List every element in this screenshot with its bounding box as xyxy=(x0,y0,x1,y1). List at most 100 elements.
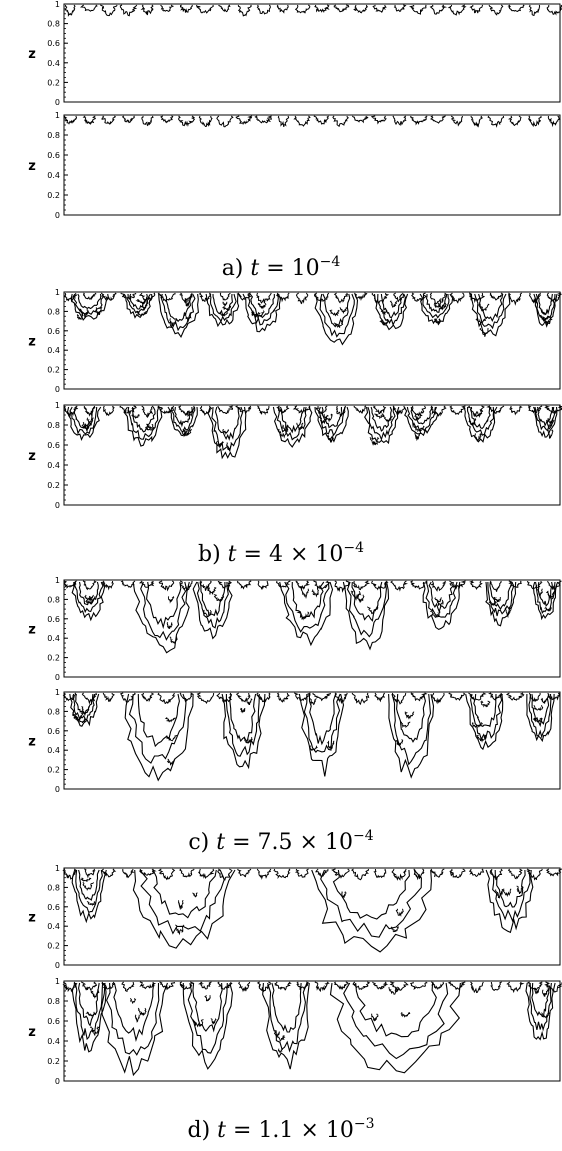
boundary-cell-contour xyxy=(353,4,369,14)
plume-inner-contour xyxy=(146,423,154,430)
plume-contour xyxy=(463,406,498,443)
boundary-cell-contour xyxy=(277,115,290,127)
plume-inner-contour xyxy=(374,413,385,420)
plume-inner-contour xyxy=(479,700,491,708)
plume-inner-contour xyxy=(404,711,415,720)
plume-inner-contour xyxy=(339,307,348,315)
boundary-cell-contour xyxy=(79,4,98,12)
plume-inner-contour xyxy=(388,986,399,995)
y-tick-label: 0 xyxy=(55,385,60,394)
plume-inner-contour xyxy=(76,313,84,321)
plume-inner-contour xyxy=(542,989,549,998)
boundary-cell-contour xyxy=(178,405,195,418)
plume-inner-contour xyxy=(430,610,441,618)
y-tick-label: 0 xyxy=(55,785,60,794)
boundary-cell-contour xyxy=(276,692,290,703)
boundary-cell-contour xyxy=(256,692,271,703)
plume-inner-contour xyxy=(296,611,310,621)
boundary-cell-contour xyxy=(391,868,407,881)
boundary-cell-contour xyxy=(81,692,98,705)
boundary-cell-contour xyxy=(448,692,466,702)
panel-frame xyxy=(63,3,561,103)
caption-d: d) t = 1.1 × 10−3 xyxy=(187,1116,375,1143)
boundary-cell-contour xyxy=(84,868,96,879)
plume-inner-contour xyxy=(222,429,230,436)
plume-contour xyxy=(346,581,387,638)
plume-inner-contour xyxy=(318,414,330,425)
plume-inner-contour xyxy=(222,301,228,307)
panel-b-upper: 0 0.2 0.4 0.6 0.8 1 z xyxy=(28,288,562,394)
plume-inner-contour xyxy=(367,606,379,615)
plume-inner-contour xyxy=(192,1019,204,1028)
y-tick-label: 1 xyxy=(55,864,60,873)
boundary-cell-contour xyxy=(528,692,541,703)
boundary-cell-contour xyxy=(295,580,311,591)
boundary-cell-contour xyxy=(313,115,329,125)
boundary-cell-contour xyxy=(141,692,155,703)
plume-contour xyxy=(489,581,512,611)
plume-inner-contour xyxy=(545,419,555,430)
boundary-cell-contour xyxy=(216,692,233,704)
boundary-cell-contour xyxy=(237,868,252,878)
boundary-cell-contour xyxy=(352,580,371,591)
boundary-cell-contour xyxy=(508,292,523,306)
boundary-cell-contour xyxy=(331,868,350,879)
boundary-cell-contour xyxy=(236,292,252,301)
y-tick-label: 0.2 xyxy=(47,942,60,951)
plume-contour xyxy=(129,293,148,310)
plume-inner-contour xyxy=(437,302,447,311)
plume-inner-contour xyxy=(183,313,192,323)
boundary-cell-contour xyxy=(469,4,484,14)
plume-contour xyxy=(311,869,432,953)
plume-inner-contour xyxy=(333,322,344,329)
boundary-cell-contour xyxy=(351,115,369,124)
plume-inner-contour xyxy=(141,302,148,311)
boundary-cell-contour xyxy=(82,115,96,125)
plume-inner-contour xyxy=(95,306,103,316)
plume-inner-contour xyxy=(380,309,388,316)
boundary-cell-contour xyxy=(157,868,176,881)
boundary-cell-contour xyxy=(217,981,233,990)
plume-inner-contour xyxy=(501,888,512,897)
plume-inner-contour xyxy=(82,881,94,892)
panel-c-lower: 0 0.2 0.4 0.6 0.8 1 z xyxy=(28,688,561,794)
boundary-cell-contour xyxy=(392,405,406,416)
boundary-cell-contour xyxy=(508,405,523,416)
plume-contour xyxy=(320,869,422,938)
y-tick-label: 1 xyxy=(55,288,60,297)
plume-contour xyxy=(537,293,553,316)
plume-contour xyxy=(332,869,410,920)
plume-inner-contour xyxy=(169,318,177,328)
plume-inner-contour xyxy=(85,1011,96,1017)
plume-inner-contour xyxy=(85,599,93,605)
y-tick-label: 0.8 xyxy=(47,421,60,430)
boundary-cell-contour xyxy=(180,4,193,13)
boundary-cell-contour xyxy=(141,115,154,127)
boundary-cell-contour xyxy=(334,580,350,593)
boundary-cell-contour xyxy=(470,981,484,994)
plume-inner-contour xyxy=(206,586,217,595)
boundary-cell-contour xyxy=(178,115,196,127)
y-tick-label: 0.4 xyxy=(47,346,60,355)
plume-contour xyxy=(531,982,550,1018)
boundary-cell-contour xyxy=(235,692,251,703)
plume-contour xyxy=(470,693,503,741)
boundary-cell-contour xyxy=(219,292,231,301)
plume-inner-contour xyxy=(326,740,335,750)
boundary-cell-contour xyxy=(156,405,175,415)
y-tick-label: 1 xyxy=(55,688,60,697)
boundary-cell-contour xyxy=(198,115,213,128)
plume-inner-contour xyxy=(86,901,96,907)
plume-contour xyxy=(406,406,436,432)
plume-contour xyxy=(425,581,458,618)
plume-contour xyxy=(284,581,330,633)
boundary-cell-contour xyxy=(313,292,330,303)
boundary-cell-contour xyxy=(409,4,427,15)
y-tick-label: 0.2 xyxy=(47,1057,60,1066)
plume-contour xyxy=(70,293,109,321)
boundary-cell-contour xyxy=(236,580,252,590)
boundary-cell-contour xyxy=(294,4,311,14)
y-tick-label: 0.4 xyxy=(47,59,60,68)
boundary-cell-contour xyxy=(411,292,427,303)
